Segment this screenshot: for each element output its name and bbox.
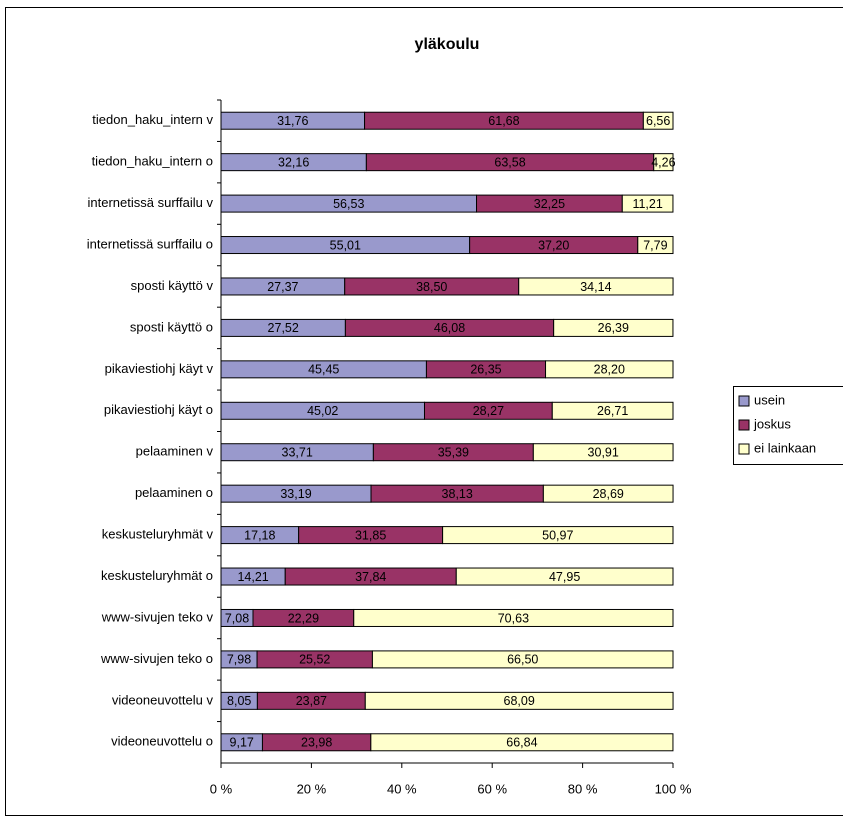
- y-tick-label: keskusteluryhmät o: [101, 568, 213, 583]
- data-label: 37,84: [355, 570, 386, 584]
- y-tick-label: sposti käyttö v: [131, 278, 214, 293]
- bar-segment: [371, 650, 674, 669]
- y-tick-label: pikaviestiohj käyt v: [105, 361, 214, 376]
- data-label: 7,79: [643, 238, 667, 252]
- data-label: 31,85: [355, 528, 386, 542]
- data-label: 34,14: [580, 280, 611, 294]
- x-tick-label: 40 %: [387, 781, 417, 796]
- data-label: 38,13: [442, 487, 473, 501]
- bar-segment: [353, 608, 674, 627]
- bar-segment: [637, 236, 674, 255]
- data-label: 70,63: [498, 611, 529, 625]
- data-label: 35,39: [438, 446, 469, 460]
- legend-swatch: [738, 443, 750, 455]
- bar-segment: [364, 691, 674, 710]
- bar-segment: [370, 733, 674, 752]
- bar-segment: [545, 360, 674, 379]
- bar-segment: [551, 401, 674, 420]
- chart-title: yläkoulu: [415, 36, 480, 53]
- legend-box: [733, 386, 843, 465]
- bar-segment: [455, 567, 674, 586]
- legend-label: usein: [754, 392, 785, 407]
- y-tick-label: internetissä surffailu v: [88, 195, 214, 210]
- y-tick-label: tiedon_haku_intern o: [92, 154, 213, 169]
- data-label: 6,56: [646, 114, 670, 128]
- data-label: 32,25: [534, 197, 565, 211]
- data-label: 38,50: [416, 280, 447, 294]
- data-label: 68,09: [504, 694, 535, 708]
- y-tick-label: www-sivujen teko o: [100, 651, 213, 666]
- x-tick-label: 100 %: [655, 781, 692, 796]
- x-tick-label: 20 %: [297, 781, 327, 796]
- data-label: 25,52: [299, 653, 330, 667]
- data-label: 37,20: [538, 238, 569, 252]
- data-label: 11,21: [632, 197, 662, 211]
- data-label: 27,52: [268, 321, 299, 335]
- data-label: 22,29: [288, 611, 319, 625]
- bar-segment: [653, 153, 674, 172]
- x-tick-label: 60 %: [477, 781, 507, 796]
- data-label: 31,76: [277, 114, 308, 128]
- y-tick-label: sposti käyttö o: [130, 319, 213, 334]
- data-label: 33,71: [282, 446, 313, 460]
- data-label: 27,37: [267, 280, 298, 294]
- y-tick-label: www-sivujen teko v: [101, 609, 214, 624]
- y-tick-label: videoneuvottelu v: [112, 692, 214, 707]
- data-label: 55,01: [330, 238, 361, 252]
- y-tick-label: tiedon_haku_intern v: [92, 112, 213, 127]
- data-label: 9,17: [230, 736, 254, 750]
- y-tick-label: keskusteluryhmät v: [102, 527, 214, 542]
- data-label: 26,35: [470, 363, 501, 377]
- data-label: 63,58: [494, 155, 525, 169]
- data-label: 61,68: [488, 114, 519, 128]
- y-tick-label: pelaaminen v: [136, 444, 214, 459]
- data-label: 32,16: [278, 155, 309, 169]
- data-label: 28,69: [593, 487, 624, 501]
- bar-segment: [532, 443, 674, 462]
- data-label: 7,08: [225, 611, 249, 625]
- data-label: 4,26: [651, 155, 675, 169]
- data-label: 47,95: [549, 570, 580, 584]
- y-tick-label: pikaviestiohj käyt o: [104, 402, 213, 417]
- bar-segment: [642, 111, 674, 130]
- data-label: 28,20: [594, 363, 625, 377]
- bar-segment: [553, 318, 674, 337]
- bar-segment: [621, 194, 674, 213]
- data-label: 17,18: [244, 528, 275, 542]
- data-label: 30,91: [588, 446, 619, 460]
- bar-segment: [442, 526, 674, 545]
- data-label: 46,08: [434, 321, 465, 335]
- data-label: 8,05: [227, 694, 251, 708]
- bar-segment: [518, 277, 674, 296]
- data-label: 66,84: [506, 736, 537, 750]
- data-label: 26,71: [597, 404, 628, 418]
- data-label: 23,98: [301, 736, 332, 750]
- data-label: 26,39: [598, 321, 629, 335]
- y-tick-label: videoneuvottelu o: [111, 734, 213, 749]
- legend-label: joskus: [753, 416, 791, 431]
- bar-segment: [542, 484, 674, 503]
- data-label: 28,27: [473, 404, 504, 418]
- data-label: 33,19: [280, 487, 311, 501]
- data-label: 14,21: [237, 570, 268, 584]
- x-tick-label: 80 %: [568, 781, 598, 796]
- legend-swatch: [738, 395, 750, 407]
- x-tick-label: 0 %: [210, 781, 233, 796]
- data-label: 50,97: [542, 528, 573, 542]
- data-label: 7,98: [227, 653, 251, 667]
- data-label: 56,53: [333, 197, 364, 211]
- data-label: 66,50: [507, 653, 538, 667]
- data-label: 45,45: [308, 363, 339, 377]
- data-label: 23,87: [296, 694, 327, 708]
- legend-swatch: [738, 419, 750, 431]
- data-label: 45,02: [307, 404, 338, 418]
- legend-label: ei lainkaan: [754, 440, 816, 455]
- y-tick-label: pelaaminen o: [135, 485, 213, 500]
- y-tick-label: internetissä surffailu o: [87, 236, 213, 251]
